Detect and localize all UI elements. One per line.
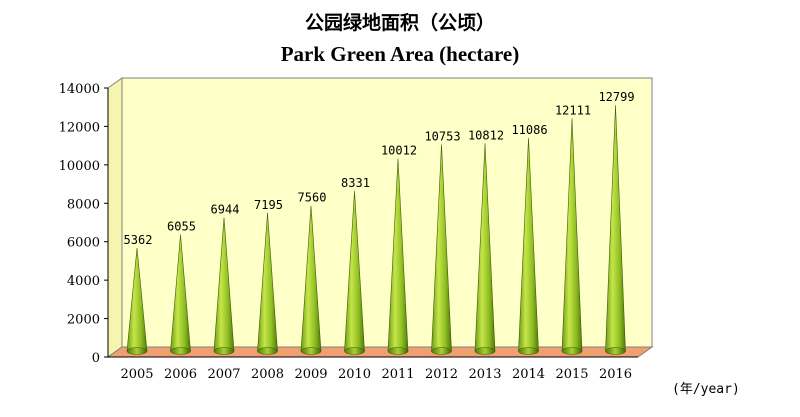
x-tick-label: 2010: [338, 367, 371, 382]
x-axis-unit-label: (年/year): [672, 382, 740, 397]
x-tick-label: 2006: [164, 367, 197, 382]
y-tick-label: 2000: [67, 313, 100, 328]
bar-cone-base: [126, 347, 148, 355]
bar-cone-base: [474, 347, 496, 355]
x-tick-label: 2011: [381, 367, 414, 382]
bar-cone-base: [431, 347, 452, 355]
y-tick-label: 6000: [67, 236, 100, 251]
bar-cone-base: [213, 347, 235, 355]
bar-cone-base: [605, 347, 626, 355]
data-label: 6944: [211, 203, 240, 217]
data-label: 7195: [254, 198, 283, 212]
y-tick-label: 14000: [59, 82, 100, 97]
y-tick-label: 10000: [59, 159, 100, 174]
x-tick-label: 2016: [599, 367, 632, 382]
data-label: 6055: [167, 220, 196, 234]
x-tick-label: 2008: [251, 367, 284, 382]
y-tick-label: 12000: [59, 120, 100, 135]
data-label: 12111: [555, 103, 591, 117]
bar-cone-base: [387, 347, 409, 355]
data-label: 8331: [341, 176, 370, 190]
data-label: 10812: [468, 128, 504, 142]
data-label: 11086: [511, 123, 547, 137]
bar-cone-base: [257, 347, 278, 355]
data-label: 12799: [598, 90, 634, 104]
x-tick-label: 2014: [512, 367, 545, 382]
x-tick-label: 2013: [468, 367, 501, 382]
y-tick-label: 8000: [67, 197, 100, 212]
data-label: 10753: [424, 129, 460, 143]
data-label: 10012: [381, 144, 417, 158]
plot-side-wall: [107, 77, 123, 358]
x-tick-label: 2015: [555, 367, 588, 382]
x-tick-label: 2009: [294, 367, 327, 382]
x-tick-label: 2007: [207, 367, 240, 382]
chart-title-chinese: 公园绿地面积（公顷）: [304, 12, 495, 34]
y-tick-label: 0: [92, 351, 100, 366]
x-tick-label: 2012: [425, 367, 458, 382]
y-tick-label: 4000: [67, 274, 100, 289]
bar-cone-base: [518, 347, 539, 355]
bar-cone-base: [300, 347, 322, 355]
data-label: 5362: [124, 233, 153, 247]
bar-cone-base: [344, 347, 365, 355]
data-label: 7560: [298, 191, 327, 205]
chart-title-english: Park Green Area (hectare): [280, 42, 520, 66]
bar-cone-base: [561, 347, 583, 355]
x-tick-label: 2005: [120, 367, 153, 382]
bar-cone-base: [170, 347, 191, 355]
